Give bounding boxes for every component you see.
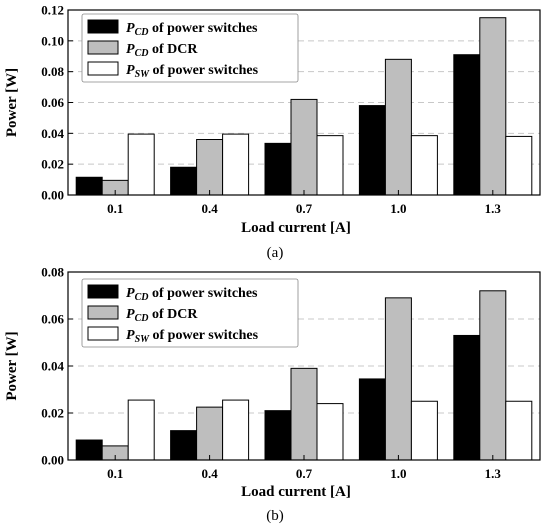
panel-b-bar-series-1: [75, 439, 103, 461]
panel-b-plot-frame: [67, 271, 541, 461]
panel-a-y-tick-label: 0.06: [41, 95, 64, 110]
panel-a-y-tick-label: 0.12: [41, 3, 64, 18]
panel-a-bar-series-2: [290, 98, 318, 196]
panel-b-legend-swatch-1: [87, 284, 119, 299]
panel-b-y-tick-label: 0.04: [41, 359, 64, 374]
panel-b-legend-box: [81, 278, 299, 348]
panel-b-x-tick-label: 0.1: [107, 466, 123, 481]
panel-b-bar-series-2: [196, 406, 224, 461]
panel-a-chart: 0.00 0.02 0.04 0.06 0.08 0.10 0.12 0.1 0.4 0.7 1.0…: [4, 3, 541, 261]
panel-a-legend-entry-2: PCD of DCR: [126, 42, 198, 59]
panel-a-bar-series-1: [453, 54, 481, 196]
panel-b-bar-series-3: [127, 399, 155, 461]
panel-b-bar-series-3: [505, 400, 533, 461]
panel-b-bar-series-3: [222, 399, 250, 461]
panel-a-bar-series-1: [170, 166, 198, 196]
panel-a-legend-swatch-1: [87, 19, 119, 34]
panel-b-x-tick-label: 0.4: [201, 466, 218, 481]
panel-b-bar-series-1: [170, 430, 198, 461]
panel-a-bar-series-3: [410, 135, 438, 196]
panel-b-legend-swatch-2: [87, 305, 119, 320]
panel-a-bar-series-1: [75, 176, 103, 196]
panel-b-y-tick-label: 0.06: [41, 312, 64, 327]
panel-b-y-axis-label: Power [W]: [4, 331, 20, 400]
panel-a-y-tick-label: 0.10: [41, 33, 64, 48]
panel-a-x-tick-label: 1.0: [390, 201, 406, 216]
panel-a-y-tick-label: 0.02: [41, 157, 64, 172]
panel-b-bar-series-3: [316, 403, 344, 461]
panel-a-bar-series-1: [264, 142, 292, 196]
panel-a-caption: (a): [267, 245, 284, 261]
panel-a-x-tick-label: 1.3: [485, 201, 502, 216]
panel-a-bar-series-1: [358, 105, 386, 196]
panel-b-caption: (b): [266, 508, 284, 524]
panel-a-y-tick-label: 0.00: [41, 188, 64, 203]
panel-a-y-tick-label: 0.08: [41, 64, 64, 79]
panel-a-bar-series-2: [479, 17, 507, 196]
panel-b-y-tick-label: 0.02: [41, 406, 64, 421]
panel-b-x-tick-label: 0.7: [296, 466, 313, 481]
panel-b-legend-entry-2: PCD of DCR: [126, 307, 198, 324]
panel-b-legend-entry-1: PCD of power switches: [126, 286, 258, 303]
panel-b-x-axis-label: Load current [A]: [241, 484, 351, 500]
panel-a-x-tick-label: 0.1: [107, 201, 123, 216]
panel-b-chart: 0.00 0.02 0.04 0.06 0.08 0.1 0.4 0.7 1.0 1.3 Load …: [4, 265, 541, 524]
panel-a-plot-frame: [67, 9, 541, 196]
panel-b-legend-entry-3: PSW of power switches: [126, 328, 259, 345]
panel-a-bar-series-3: [316, 135, 344, 196]
panel-a-bar-series-3: [127, 133, 155, 196]
panel-a-y-axis-label: Power [W]: [4, 68, 20, 137]
panel-b-bar-series-2: [290, 367, 318, 461]
panel-a-bar-series-2: [384, 58, 412, 196]
panel-b-bar-series-3: [410, 400, 438, 461]
panel-a-x-tick-label: 0.4: [201, 201, 218, 216]
panel-a-legend-box: [81, 13, 299, 83]
panel-b-x-tick-label: 1.3: [485, 466, 502, 481]
panel-a-legend-entry-1: PCD of power switches: [126, 21, 258, 38]
panel-b-bar-series-2: [384, 297, 412, 461]
panel-a-bar-series-3: [505, 135, 533, 196]
panel-b-bar-series-1: [264, 410, 292, 461]
panel-a-x-tick-label: 0.7: [296, 201, 313, 216]
panel-b-bar-series-1: [453, 334, 481, 461]
panel-a-y-tick-label: 0.04: [41, 126, 64, 141]
panel-a-legend-swatch-2: [87, 40, 119, 55]
panel-b-bar-series-1: [358, 378, 386, 461]
panel-a-x-axis-label: Load current [A]: [241, 220, 351, 236]
panel-b-y-tick-label: 0.00: [41, 453, 64, 468]
panel-b-legend-swatch-3: [87, 326, 119, 341]
panel-b-y-tick-label: 0.08: [41, 265, 64, 280]
panel-b-x-tick-label: 1.0: [390, 466, 406, 481]
panel-a-legend-swatch-3: [87, 61, 119, 76]
panel-a-bar-series-2: [196, 139, 224, 196]
panel-a-legend-entry-3: PSW of power switches: [126, 63, 259, 80]
panel-b-bar-series-2: [479, 290, 507, 461]
panel-a-bar-series-3: [222, 133, 250, 196]
